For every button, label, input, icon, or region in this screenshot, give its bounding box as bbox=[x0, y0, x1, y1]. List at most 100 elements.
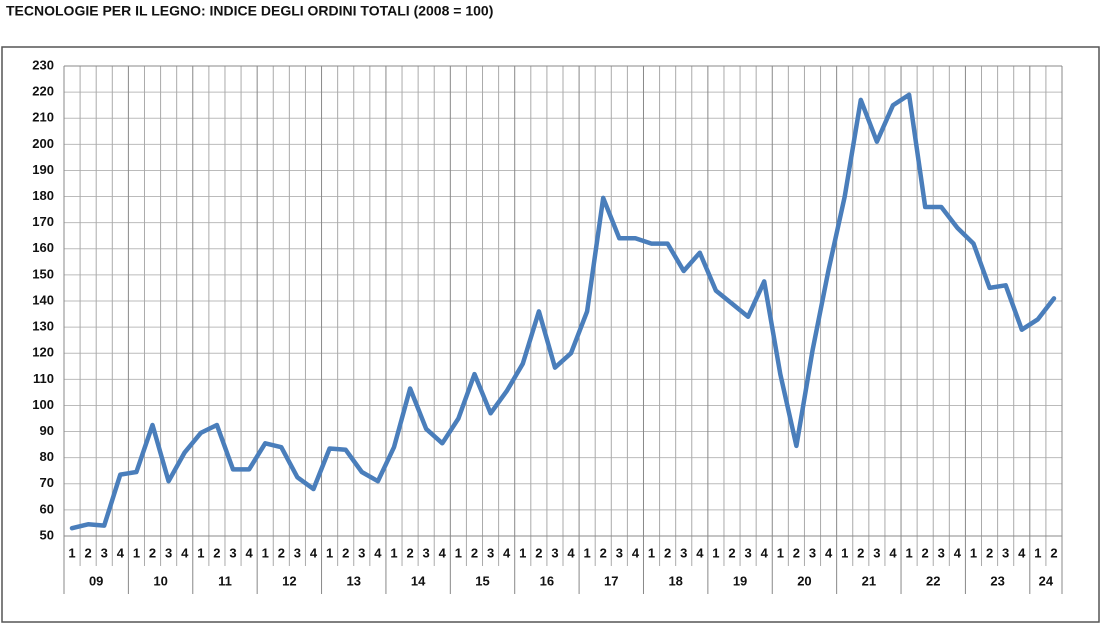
x-tick-label: 4 bbox=[374, 545, 382, 560]
x-tick-label: 4 bbox=[1018, 545, 1026, 560]
x-tick-label: 3 bbox=[1002, 545, 1009, 560]
year-label: 11 bbox=[218, 573, 232, 588]
x-tick-label: 1 bbox=[584, 545, 591, 560]
x-tick-label: 3 bbox=[423, 545, 430, 560]
x-tick-label: 2 bbox=[471, 545, 478, 560]
year-label: 16 bbox=[540, 573, 554, 588]
x-tick-label: 2 bbox=[857, 545, 864, 560]
x-tick-label: 1 bbox=[326, 545, 333, 560]
x-tick-label: 1 bbox=[777, 545, 784, 560]
x-tick-label: 3 bbox=[165, 545, 172, 560]
x-tick-label: 3 bbox=[358, 545, 365, 560]
year-label: 18 bbox=[668, 573, 682, 588]
x-tick-label: 4 bbox=[439, 545, 447, 560]
x-tick-label: 1 bbox=[455, 545, 462, 560]
x-tick-label: 2 bbox=[986, 545, 993, 560]
year-label: 20 bbox=[797, 573, 811, 588]
year-label: 15 bbox=[475, 573, 489, 588]
y-tick-label: 100 bbox=[32, 397, 54, 412]
year-label: 10 bbox=[153, 573, 167, 588]
year-label: 14 bbox=[411, 573, 426, 588]
x-tick-label: 1 bbox=[262, 545, 269, 560]
x-tick-label: 2 bbox=[728, 545, 735, 560]
x-tick-label: 4 bbox=[567, 545, 575, 560]
x-tick-label: 1 bbox=[648, 545, 655, 560]
year-label: 09 bbox=[89, 573, 103, 588]
x-tick-label: 1 bbox=[712, 545, 719, 560]
y-tick-label: 90 bbox=[40, 423, 54, 438]
x-tick-label: 4 bbox=[696, 545, 704, 560]
x-tick-label: 3 bbox=[487, 545, 494, 560]
x-tick-label: 4 bbox=[245, 545, 253, 560]
year-label: 12 bbox=[282, 573, 296, 588]
year-label: 19 bbox=[733, 573, 747, 588]
x-tick-label: 4 bbox=[954, 545, 962, 560]
x-tick-label: 4 bbox=[889, 545, 897, 560]
x-tick-label: 2 bbox=[535, 545, 542, 560]
x-tick-label: 2 bbox=[1050, 545, 1057, 560]
y-tick-label: 220 bbox=[32, 84, 54, 99]
x-tick-label: 1 bbox=[390, 545, 397, 560]
x-tick-label: 2 bbox=[922, 545, 929, 560]
y-tick-label: 200 bbox=[32, 136, 54, 151]
x-tick-label: 4 bbox=[632, 545, 640, 560]
y-tick-label: 160 bbox=[32, 240, 54, 255]
y-tick-label: 70 bbox=[40, 475, 54, 490]
x-tick-label: 4 bbox=[310, 545, 318, 560]
x-tick-label: 2 bbox=[600, 545, 607, 560]
y-tick-label: 210 bbox=[32, 110, 54, 125]
x-tick-label: 4 bbox=[181, 545, 189, 560]
x-tick-label: 1 bbox=[905, 545, 912, 560]
year-label: 24 bbox=[1039, 573, 1054, 588]
x-tick-label: 3 bbox=[744, 545, 751, 560]
y-tick-label: 150 bbox=[32, 266, 54, 281]
y-tick-label: 140 bbox=[32, 292, 54, 307]
x-tick-label: 3 bbox=[809, 545, 816, 560]
y-tick-label: 180 bbox=[32, 188, 54, 203]
x-tick-label: 3 bbox=[294, 545, 301, 560]
x-tick-label: 2 bbox=[406, 545, 413, 560]
x-tick-label: 3 bbox=[616, 545, 623, 560]
x-tick-label: 3 bbox=[229, 545, 236, 560]
x-tick-label: 3 bbox=[680, 545, 687, 560]
x-tick-label: 2 bbox=[85, 545, 92, 560]
x-tick-label: 4 bbox=[117, 545, 125, 560]
y-tick-label: 50 bbox=[40, 527, 54, 542]
x-tick-label: 2 bbox=[213, 545, 220, 560]
x-tick-label: 1 bbox=[133, 545, 140, 560]
x-tick-label: 1 bbox=[1034, 545, 1041, 560]
year-label: 17 bbox=[604, 573, 618, 588]
y-tick-label: 230 bbox=[32, 57, 54, 72]
x-tick-label: 1 bbox=[841, 545, 848, 560]
x-tick-label: 4 bbox=[825, 545, 833, 560]
y-tick-label: 190 bbox=[32, 162, 54, 177]
x-tick-label: 3 bbox=[101, 545, 108, 560]
x-tick-label: 1 bbox=[197, 545, 204, 560]
year-label: 23 bbox=[990, 573, 1004, 588]
year-label: 21 bbox=[862, 573, 876, 588]
x-tick-label: 2 bbox=[793, 545, 800, 560]
year-label: 13 bbox=[347, 573, 361, 588]
year-label: 22 bbox=[926, 573, 940, 588]
chart-frame bbox=[1, 46, 1100, 623]
y-tick-label: 130 bbox=[32, 319, 54, 334]
x-tick-label: 3 bbox=[938, 545, 945, 560]
y-tick-label: 80 bbox=[40, 449, 54, 464]
y-tick-label: 110 bbox=[33, 371, 54, 386]
x-tick-label: 1 bbox=[68, 545, 75, 560]
x-tick-label: 2 bbox=[278, 545, 285, 560]
y-tick-label: 60 bbox=[40, 501, 54, 516]
y-tick-label: 170 bbox=[32, 214, 54, 229]
x-tick-label: 2 bbox=[664, 545, 671, 560]
chart-title: TECNOLOGIE PER IL LEGNO: INDICE DEGLI OR… bbox=[6, 3, 493, 19]
x-tick-label: 3 bbox=[551, 545, 558, 560]
x-tick-label: 1 bbox=[519, 545, 526, 560]
x-tick-label: 4 bbox=[503, 545, 511, 560]
x-tick-label: 2 bbox=[342, 545, 349, 560]
x-tick-label: 3 bbox=[873, 545, 880, 560]
x-tick-label: 1 bbox=[970, 545, 977, 560]
x-tick-label: 2 bbox=[149, 545, 156, 560]
x-tick-label: 4 bbox=[761, 545, 769, 560]
y-tick-label: 120 bbox=[32, 345, 54, 360]
